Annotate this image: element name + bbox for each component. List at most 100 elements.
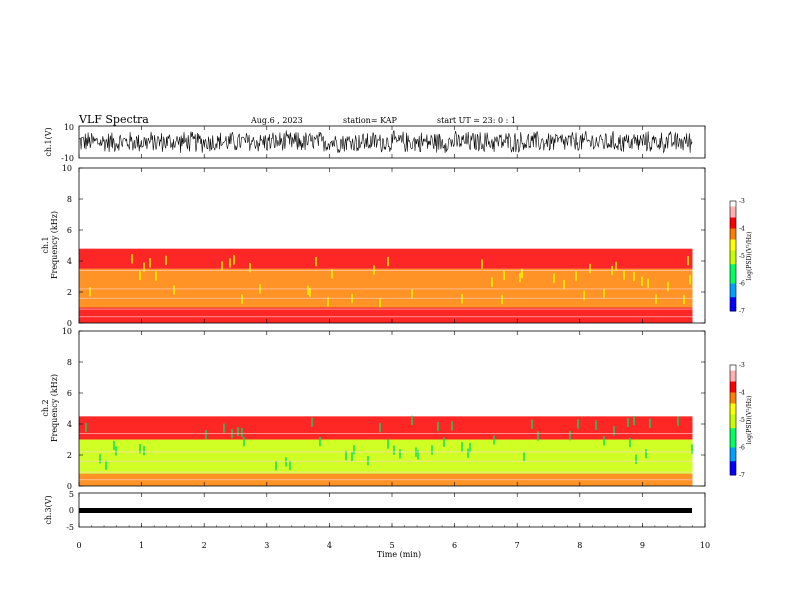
spec-speckle xyxy=(533,331,535,407)
spec-speckle xyxy=(297,168,299,238)
spec-speckle xyxy=(489,168,491,221)
spec-speckle xyxy=(307,285,309,296)
spec-speckle xyxy=(689,331,691,411)
spec-speckle xyxy=(667,281,669,292)
spec-speckle xyxy=(495,168,497,244)
spec-speckle xyxy=(301,331,303,411)
spec-speckle xyxy=(661,168,663,227)
spec-ytick-label: 0 xyxy=(67,319,72,328)
spec-speckle xyxy=(215,331,217,411)
spec-speckle xyxy=(187,168,189,221)
spec-speckle xyxy=(349,168,351,244)
spec-ytick-label: 8 xyxy=(67,195,72,204)
ch3-ylabel: ch.3(V) xyxy=(44,495,53,524)
colorbar-segment xyxy=(730,422,736,426)
spec-speckle xyxy=(201,168,203,227)
colorbar-tick-label: -7 xyxy=(739,472,745,479)
colorbar-segment xyxy=(730,289,736,293)
spec-speckle xyxy=(461,442,463,452)
spec-speckle xyxy=(105,460,107,470)
colorbar-segment xyxy=(730,201,736,205)
ch1-spec-ylabel: Frequency (kHz) xyxy=(50,211,59,279)
spec-speckle xyxy=(367,168,369,232)
spec-speckle xyxy=(155,331,157,409)
spec-speckle xyxy=(467,448,469,458)
spec-speckle xyxy=(671,168,673,236)
spec-speckle xyxy=(353,168,355,245)
spec-band xyxy=(79,439,693,474)
spec-speckle xyxy=(259,331,261,406)
colorbar-segment xyxy=(730,400,736,404)
spec-speckle xyxy=(317,331,319,408)
spec-speckle xyxy=(629,437,631,448)
colorbar-segment xyxy=(730,417,736,421)
spec-speckle xyxy=(225,168,227,226)
spec-speckle xyxy=(633,416,635,426)
colorbar-segment xyxy=(730,291,736,295)
spec-speckle xyxy=(85,422,87,433)
spec-speckle xyxy=(99,454,101,464)
spec-speckle xyxy=(569,431,571,441)
spec-speckle xyxy=(579,168,581,238)
spec-speckle xyxy=(119,331,121,401)
colorbar-segment xyxy=(730,420,736,424)
spec-speckle xyxy=(523,452,525,462)
spec-speckle xyxy=(309,287,311,298)
start-time-label: start UT = 23: 0 : 1 xyxy=(437,116,516,125)
spec-speckle xyxy=(479,331,481,392)
spec-speckle xyxy=(275,461,277,471)
colorbar-segment xyxy=(730,381,736,385)
colorbar-tick-label: -7 xyxy=(739,308,745,315)
spec-speckle xyxy=(527,331,529,403)
colorbar-segment xyxy=(730,378,736,382)
ch1-spec-channel-label: ch.1 xyxy=(41,236,50,253)
spec-ytick-label: 0 xyxy=(67,482,72,491)
spec-speckle xyxy=(665,168,667,244)
colorbar-segment xyxy=(730,472,736,476)
colorbar-segment xyxy=(730,384,736,388)
spec-speckle xyxy=(675,168,677,245)
colorbar-segment xyxy=(730,450,736,454)
colorbar-segment xyxy=(730,305,736,309)
spec-speckle xyxy=(655,294,657,304)
spec-speckle xyxy=(287,331,289,411)
spec-speckle xyxy=(519,272,521,283)
colorbar-segment xyxy=(730,458,736,462)
spec-speckle xyxy=(441,168,443,225)
spec-speckle xyxy=(411,289,413,299)
x-tick-label: 0 xyxy=(76,541,81,550)
spec-speckle xyxy=(485,331,487,409)
ch1-colorbar: -3 -4 -5 -6 -7 log(PSD)(V²/Hz) xyxy=(729,198,753,315)
spec-speckle xyxy=(143,445,145,456)
spec-speckle xyxy=(547,331,549,410)
x-tick-label: 5 xyxy=(389,541,394,550)
spec-speckle xyxy=(131,254,133,264)
spec-speckle xyxy=(121,168,123,226)
spec-speckle xyxy=(431,445,433,455)
spec-speckle xyxy=(633,271,635,282)
colorbar-segment xyxy=(730,245,736,249)
colorbar-segment xyxy=(730,464,736,468)
spec-speckle xyxy=(133,168,135,227)
spec-speckle xyxy=(117,331,119,411)
spec-speckle xyxy=(307,331,309,383)
colorbar-segment xyxy=(730,395,736,399)
colorbar-segment xyxy=(730,280,736,284)
spec-speckle xyxy=(561,168,563,225)
x-tick-label: 3 xyxy=(264,541,269,550)
colorbar-segment xyxy=(730,214,736,218)
spec-speckle xyxy=(645,449,647,459)
colorbar-segment xyxy=(730,398,736,402)
colorbar-segment xyxy=(730,447,736,451)
spec-ytick-label: 6 xyxy=(67,226,72,235)
spec-speckle xyxy=(219,168,221,232)
spec-speckle xyxy=(603,436,605,446)
ch1-spectrogram-image xyxy=(79,168,705,323)
spec-speckle xyxy=(237,426,239,437)
spec-speckle xyxy=(647,278,649,288)
spec-speckle xyxy=(151,168,153,220)
colorbar-segment xyxy=(730,272,736,276)
colorbar-tick-label: -3 xyxy=(739,362,745,369)
spec-speckle xyxy=(313,168,315,231)
